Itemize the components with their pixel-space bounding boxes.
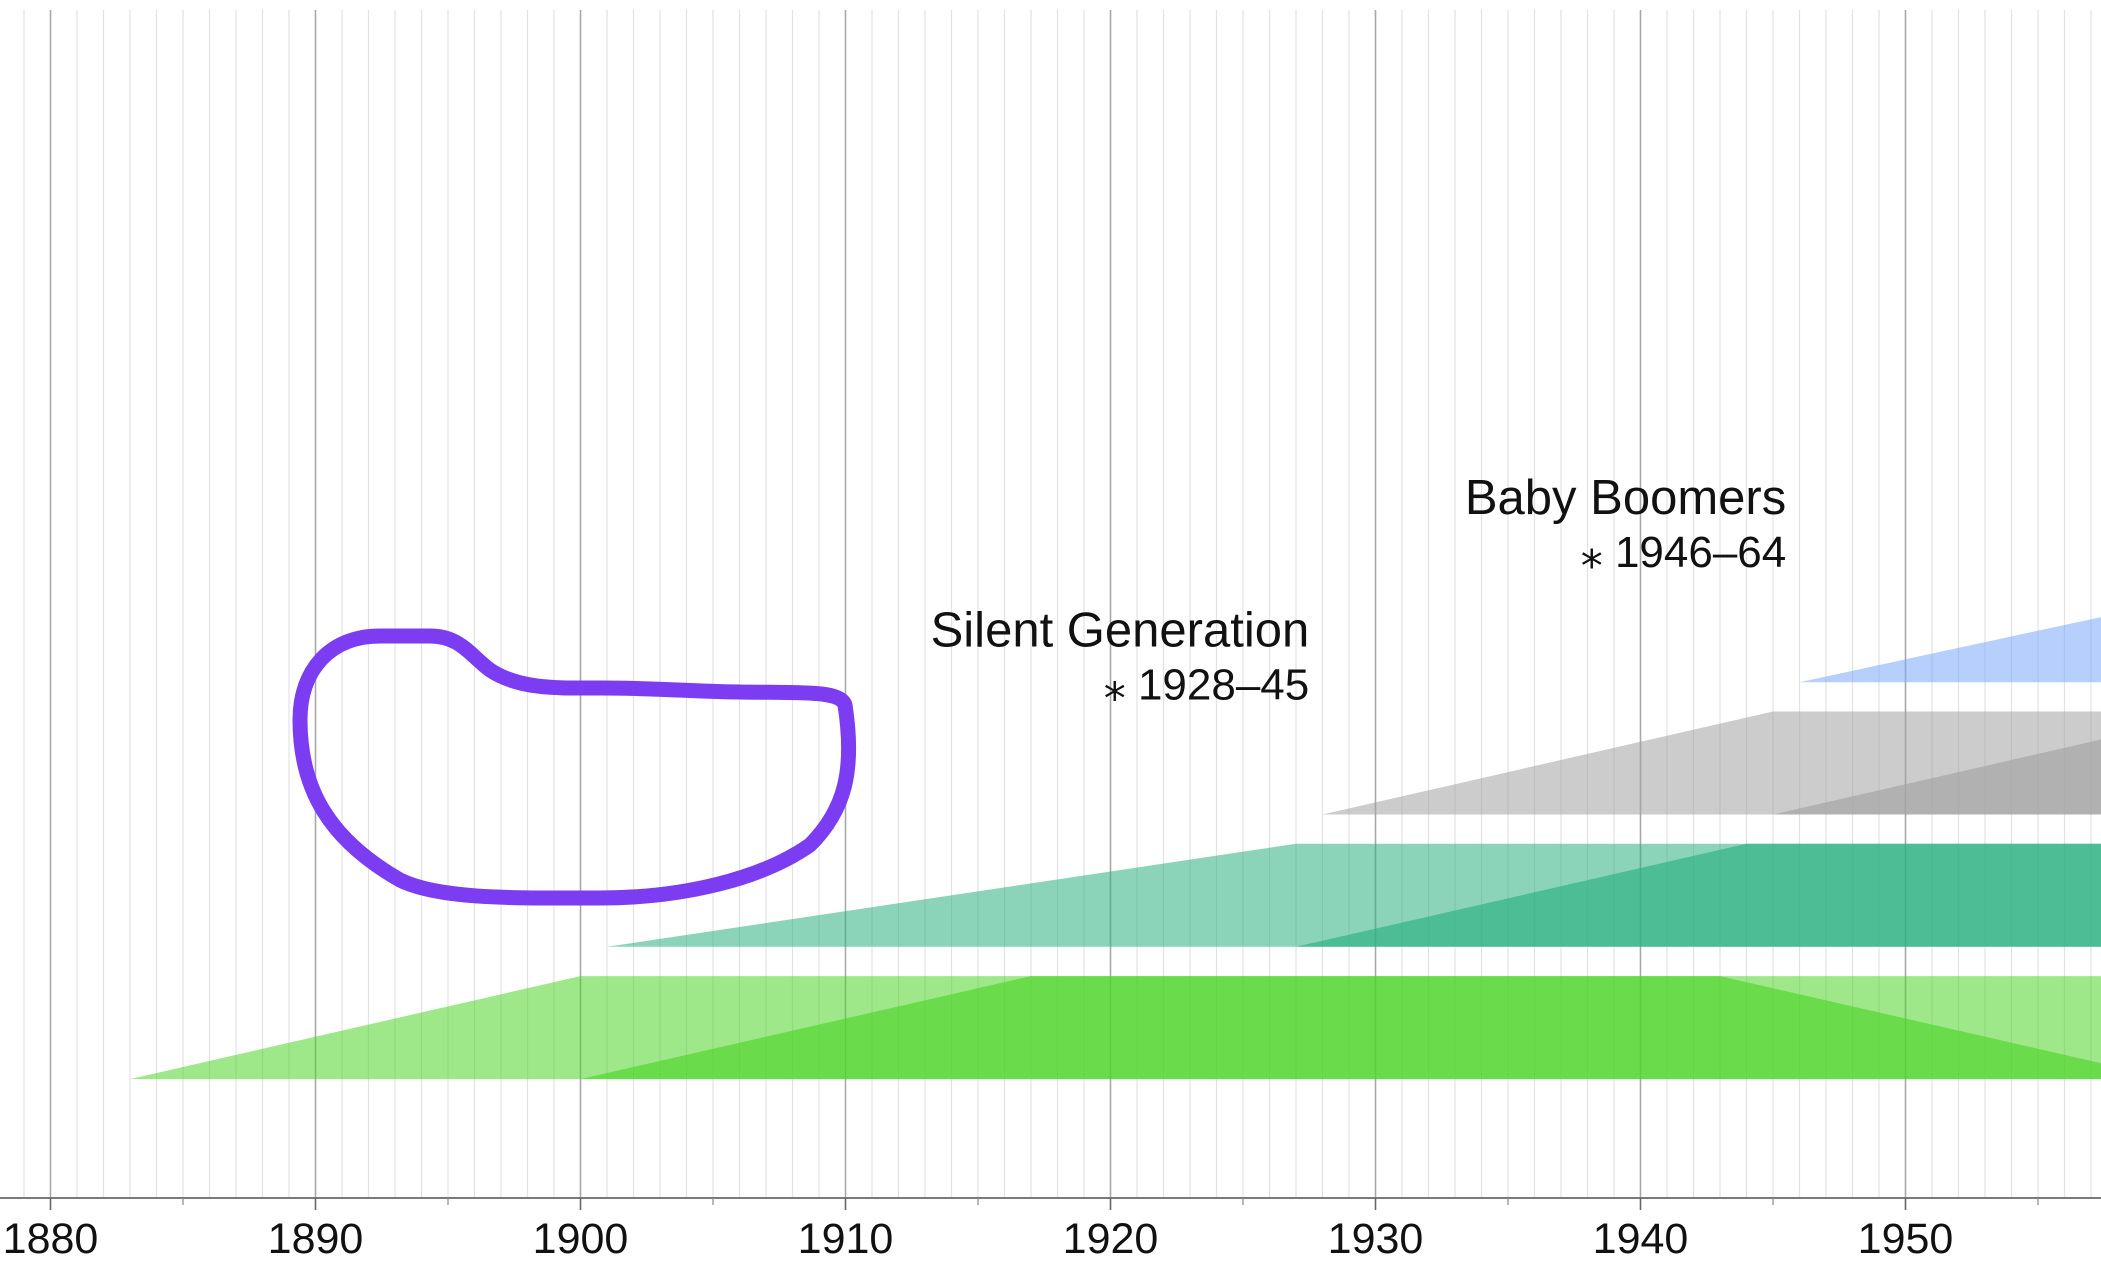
x-tick-label: 1880 xyxy=(3,1215,99,1263)
generation-label: Silent Generation⁎ 1928–45 xyxy=(931,604,1310,710)
x-tick-label: 1910 xyxy=(798,1215,894,1263)
generation-label: Baby Boomers⁎ 1946–64 xyxy=(1465,471,1786,577)
x-tick-label: 1930 xyxy=(1328,1215,1424,1263)
x-axis-ticks: 1880189019001910192019301940195019601970… xyxy=(3,1198,2039,1263)
generation-labels: Generation Alpha⁎ 2013 – mid-2020sZoomer… xyxy=(931,471,1787,710)
x-tick-label: 1940 xyxy=(1593,1215,1689,1263)
generation-band xyxy=(607,843,2101,947)
x-tick-label: 1950 xyxy=(1858,1215,1954,1263)
band-inner xyxy=(580,976,2101,1080)
band-inner xyxy=(1296,843,2101,947)
generation-name: Baby Boomers xyxy=(1465,471,1786,525)
x-tick-label: 1900 xyxy=(533,1215,629,1263)
generation-name: Silent Generation xyxy=(931,604,1310,658)
x-tick-label: 1920 xyxy=(1063,1215,1159,1263)
generation-band xyxy=(1322,711,2101,815)
x-tick-label: 1890 xyxy=(268,1215,364,1263)
generation-band xyxy=(130,976,2101,1080)
band-inner xyxy=(1773,739,2101,815)
band-outer xyxy=(1799,617,2101,683)
generation-years: ⁎ 1928–45 xyxy=(1104,661,1310,710)
generation-bands xyxy=(130,617,2101,1080)
hand-drawn-circle-annotation xyxy=(292,628,857,906)
generation-years: ⁎ 1946–64 xyxy=(1581,528,1787,577)
generation-band xyxy=(1799,617,2101,683)
